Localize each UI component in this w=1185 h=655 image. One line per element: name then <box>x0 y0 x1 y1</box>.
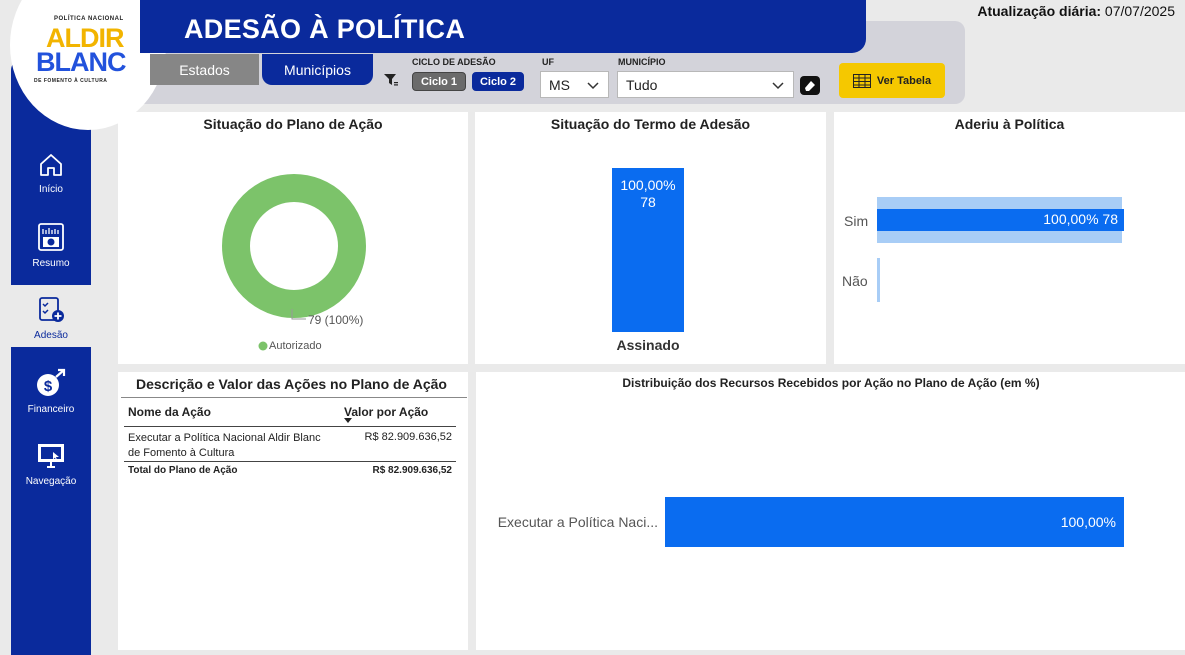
sidebar-item-adesao[interactable]: Adesão <box>11 296 91 341</box>
logo-letters-2: BLANC <box>36 47 126 77</box>
bar-category-label: Assinado <box>616 337 680 353</box>
plano-acao-donut-chart <box>222 174 366 351</box>
sidebar-item-label: Resumo <box>32 258 70 269</box>
sidebar-item-inicio[interactable]: Início <box>11 152 91 195</box>
svg-text:$: $ <box>44 378 53 395</box>
divider <box>124 461 456 462</box>
report-icon <box>38 223 64 251</box>
home-icon <box>40 154 62 176</box>
logo-bottom-text: DE FOMENTO À CULTURA <box>34 78 108 84</box>
logo-word-aldir: ALDIR <box>46 23 124 53</box>
logo-letters-1: ALDIR <box>46 23 124 53</box>
ver-tabela-button[interactable]: Ver Tabela <box>839 63 945 98</box>
sidebar-item-label: Adesão <box>34 330 68 341</box>
bar-sim[interactable] <box>877 209 1124 231</box>
ciclo1-button[interactable]: Ciclo 1 <box>412 72 466 91</box>
donut-leader-line <box>291 309 306 320</box>
logo-top-text: POLÍTICA NACIONAL <box>54 16 124 22</box>
plano-acao-panel: Situação do Plano de Ação 79 (100%) Auto… <box>118 112 468 364</box>
table-row-value: R$ 82.909.636,52 <box>364 431 452 443</box>
sidebar-item-label: Navegação <box>25 476 77 487</box>
donut-data-label: 79 (100%) <box>308 313 364 327</box>
legend-dot <box>258 341 268 351</box>
municipio-select[interactable]: Tudo <box>617 71 794 98</box>
row-label-nao: Não <box>842 273 868 289</box>
total-value: R$ 82.909.636,52 <box>372 465 452 476</box>
col-header-valor-label: Valor por Ação <box>344 405 429 419</box>
bar-label: 100,00% 78 <box>612 177 684 211</box>
tab-estados[interactable]: Estados <box>150 54 259 85</box>
uf-select[interactable]: MS <box>540 71 609 98</box>
municipio-label: MUNICÍPIO <box>618 57 666 67</box>
table-row-name: Executar a Política Nacional Aldir Blanc… <box>128 432 321 459</box>
bar-sim-value: 100,00% 78 <box>1043 211 1118 227</box>
sidebar-item-label: Financeiro <box>27 404 75 415</box>
sidebar-item-label: Início <box>39 184 63 195</box>
bar-category-label: Executar a Política Naci... <box>497 514 658 530</box>
update-label: Atualização diária: <box>977 3 1102 19</box>
ver-tabela-label: Ver Tabela <box>876 74 932 87</box>
bar-executar-value: 100,00% <box>1060 514 1116 530</box>
uf-select-value: MS <box>549 76 570 93</box>
bar-assinado[interactable] <box>612 168 684 332</box>
distribuicao-panel: Distribuição dos Recursos Recebidos por … <box>476 372 1185 650</box>
monitor-icon <box>38 444 64 468</box>
aderiu-panel: Aderiu à Política 100,00% 78 Sim Não <box>834 112 1185 364</box>
sort-desc-icon <box>344 418 352 423</box>
money-icon: $ <box>37 368 66 396</box>
legend-label: Autorizado <box>269 340 322 352</box>
sidebar-item-resumo[interactable]: Resumo <box>11 222 91 269</box>
uf-label: UF <box>542 57 554 67</box>
checklist-icon <box>39 297 64 322</box>
row-label-sim: Sim <box>844 213 869 229</box>
col-header-nome: Nome da Ação <box>128 405 211 419</box>
termo-adesao-panel: Situação do Termo de Adesão 100,00% 78 A… <box>475 112 826 364</box>
eraser-icon[interactable] <box>800 76 820 95</box>
sidebar-item-financeiro[interactable]: $ Financeiro <box>11 368 91 415</box>
municipio-select-value: Tudo <box>626 76 658 93</box>
sidebar-active-background <box>11 271 91 361</box>
descricao-panel: Descrição e Valor das Ações no Plano de … <box>118 372 468 650</box>
bar-label-count: 78 <box>640 194 656 210</box>
donut-slice-autorizado[interactable] <box>222 174 366 318</box>
plano-acao-title: Situação do Plano de Ação <box>203 116 383 132</box>
termo-adesao-title: Situação do Termo de Adesão <box>550 116 751 132</box>
update-date-value: 07/07/2025 <box>1104 3 1175 19</box>
bar-label-pct: 100,00% <box>620 177 676 193</box>
tab-municipios[interactable]: Municípios <box>262 54 373 85</box>
page-title: ADESÃO À POLÍTICA <box>184 14 466 44</box>
distribuicao-title: Distribuição dos Recursos Recebidos por … <box>622 376 1040 390</box>
total-label: Total do Plano de Ação <box>128 465 238 476</box>
logo-word-blanc: BLANC <box>36 47 126 77</box>
divider <box>121 397 467 398</box>
table-icon <box>852 73 871 88</box>
ciclo-label: CICLO DE ADESÃO <box>412 57 496 67</box>
ciclo2-button[interactable]: Ciclo 2 <box>472 72 524 91</box>
chevron-down-icon <box>772 82 784 90</box>
aderiu-title: Aderiu à Política <box>954 116 1065 132</box>
descricao-title: Descrição e Valor das Ações no Plano de … <box>136 376 447 392</box>
divider <box>124 426 456 427</box>
chevron-down-icon <box>587 82 599 90</box>
update-date: Atualização diária: 07/07/2025 <box>977 3 1175 19</box>
col-header-valor[interactable]: Valor por Ação <box>344 405 428 419</box>
header-band <box>140 0 866 53</box>
filter-funnel-icon[interactable] <box>383 72 399 93</box>
bar-nao[interactable] <box>877 258 880 302</box>
sidebar-item-navegacao[interactable]: Navegação <box>11 442 91 487</box>
bar-executar[interactable] <box>665 497 1124 547</box>
